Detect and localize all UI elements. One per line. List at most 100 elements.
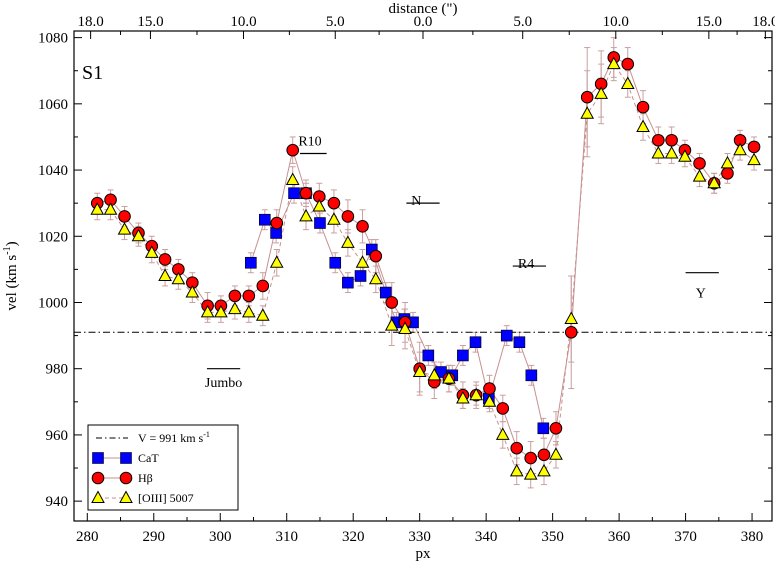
triangle-point (285, 172, 300, 185)
top-tick-label: 15.0 (137, 14, 163, 30)
x-tick-label: 280 (76, 529, 99, 545)
annotations-layer: R10 N R4 Y Jumbo S1 (82, 62, 719, 391)
circle-point (721, 167, 734, 180)
y-tick-label: 1060 (38, 97, 68, 113)
y-tick-label: 960 (46, 428, 69, 444)
triangle-series-line (97, 63, 755, 476)
region-label: R4 (518, 257, 534, 272)
legend-circle-marker (91, 471, 105, 485)
circle-point (327, 196, 341, 210)
circle-point (652, 133, 665, 147)
triangle-point (692, 169, 707, 182)
triangle-point (255, 308, 270, 321)
triangle-point (228, 301, 242, 315)
top-tick-label: 18.0 (77, 14, 103, 30)
circle-point (299, 186, 313, 200)
triangle-point (707, 175, 722, 189)
triangle-point (355, 255, 370, 268)
triangle-point (214, 304, 228, 318)
y-tick-label: 940 (46, 494, 69, 510)
x-tick-label: 330 (408, 529, 431, 545)
square-point (525, 369, 538, 382)
triangle-point (549, 447, 563, 460)
circle-point (256, 279, 270, 293)
y-tick-label: 1020 (38, 229, 68, 245)
square-point (258, 213, 271, 226)
legend-box (87, 424, 239, 511)
triangle-point (269, 255, 284, 268)
triangle-point (398, 321, 412, 334)
x-tick-label: 340 (475, 529, 498, 545)
triangle-point (131, 228, 146, 242)
triangle-point (341, 235, 355, 248)
square-point (457, 349, 469, 362)
top-tick-label: 5.0 (513, 14, 532, 30)
triangle-point (312, 198, 327, 212)
triangle-point (171, 271, 186, 285)
triangle-point (241, 304, 256, 318)
square-point (329, 256, 342, 269)
legend-triangle-marker (91, 490, 105, 503)
markers-layer (90, 51, 761, 480)
y-tick-label: 1040 (38, 163, 68, 179)
legend-triangle-marker (119, 490, 133, 503)
series-lines-layer (97, 56, 755, 476)
triangle-point (509, 463, 524, 477)
triangle-point (594, 86, 608, 99)
circle-point (369, 249, 383, 263)
square-point (537, 422, 550, 435)
triangle-point (469, 387, 484, 401)
circle-point (549, 421, 563, 435)
circle-point (270, 216, 284, 230)
circle-point (496, 402, 510, 415)
triangle-point (606, 56, 621, 70)
triangle-point (664, 145, 679, 159)
circle-point (228, 289, 242, 303)
circle-point (524, 451, 537, 465)
top-tick-label: 10.0 (603, 14, 629, 30)
triangle-point (747, 152, 761, 166)
triangle-point (144, 245, 159, 258)
triangle-point (200, 304, 215, 318)
triangle-point (482, 394, 497, 407)
circle-point (385, 296, 399, 309)
triangle-point (368, 271, 383, 285)
x-tick-label: 370 (674, 529, 697, 545)
triangle-point (580, 106, 595, 119)
circle-point (341, 210, 355, 223)
circle-point (665, 133, 678, 147)
triangle-point (720, 155, 735, 169)
top-tick-label: 15.0 (696, 14, 722, 30)
legend-label: Hβ (138, 471, 153, 485)
region-label: R10 (298, 134, 321, 149)
triangle-point (117, 222, 132, 235)
triangle-point (678, 149, 692, 162)
y-tick-label: 1080 (38, 31, 68, 47)
square-point (342, 276, 354, 289)
triangle-point (564, 311, 579, 325)
top-tick-label: 5.0 (326, 14, 345, 30)
triangle-point (537, 463, 551, 477)
triangle-point (651, 145, 666, 159)
x-axis-title: px (416, 546, 432, 562)
triangle-point (523, 467, 538, 480)
y-tick-label: 1000 (38, 295, 68, 311)
circle-point (242, 289, 256, 303)
square-point (288, 187, 300, 200)
square-point (422, 349, 435, 362)
triangle-point (456, 390, 470, 404)
region-label: Y (696, 287, 706, 302)
circle-point (158, 253, 172, 266)
y-tick-label: 980 (46, 362, 69, 378)
circle-point (356, 220, 369, 233)
circle-point (693, 157, 706, 170)
square-point (245, 256, 257, 269)
circle-point (483, 382, 496, 395)
x-tick-label: 360 (608, 529, 631, 545)
square-point (513, 336, 526, 349)
circle-point (537, 448, 551, 462)
x-tick-label: 290 (143, 529, 166, 545)
region-label: N (411, 194, 421, 209)
triangle-point (384, 318, 399, 331)
